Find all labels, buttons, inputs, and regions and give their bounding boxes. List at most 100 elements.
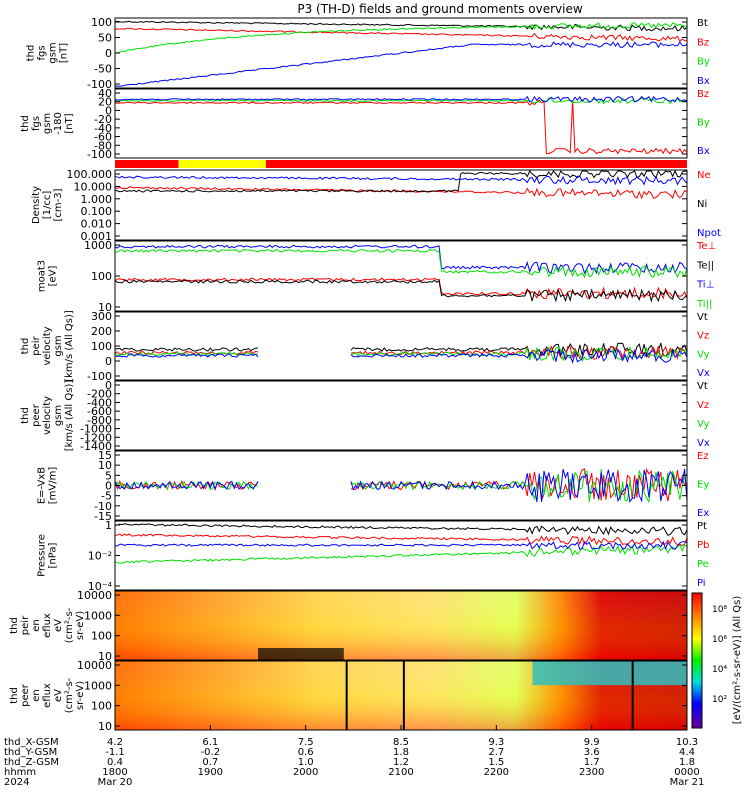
- panel-9: 10000 1000 100 10 thd peir en eflux eV (cm²-s-sr-…: [9, 589, 688, 663]
- legend-te||: Te||: [696, 260, 714, 271]
- ephemeris-value: 1.0: [298, 757, 314, 768]
- trace-vt: [114, 347, 258, 352]
- legend-bz: Bz: [697, 89, 709, 100]
- legend-vt: Vt: [697, 381, 708, 392]
- ephemeris-value: -1.1: [105, 747, 125, 758]
- y-axis-label: sr-eV): [75, 681, 86, 710]
- y-axis-label: fgs: [31, 116, 42, 131]
- y-tick-label: 100: [91, 270, 112, 283]
- colorbar-label: [eV/(cm²-s-sr-eV)] (All Qs): [732, 596, 743, 725]
- y-tick-label: 20: [98, 96, 112, 109]
- y-axis-label: peir: [31, 335, 42, 355]
- y-axis-label: Pressure: [37, 534, 48, 577]
- trace-bx: [114, 95, 688, 103]
- trace-ni: [114, 169, 688, 193]
- y-tick-label: 0.001: [81, 230, 113, 243]
- ephemeris-value: 0000: [674, 767, 699, 778]
- y-tick-label: -20: [94, 113, 112, 126]
- legend-pb: Pb: [697, 540, 709, 551]
- ephemeris-table: thd_X-GSM 4.2 6.1 7.5 8.5 9.3 9.9 10.3 thd_Y-GSM…: [4, 725, 704, 788]
- status-segment-red: [265, 160, 687, 168]
- y-tick-label: -5: [101, 490, 112, 503]
- ephemeris-value: 1.8: [393, 747, 409, 758]
- y-axis-label: thd: [9, 617, 20, 634]
- y-axis-label: sr-eV): [75, 611, 86, 640]
- y-tick-label: 1000: [84, 679, 112, 692]
- year-label: 2024: [4, 777, 29, 788]
- colorbar-tick-label: 10⁴: [712, 665, 727, 675]
- ephemeris-row-label: thd_Z-GSM: [4, 757, 59, 768]
- y-tick-label: -800: [87, 414, 112, 427]
- panel-1: 100 50 0 -50 -100 thd fgs gsm [nT] Bt Bz By Bx: [26, 16, 710, 91]
- panel-frame: [114, 240, 688, 312]
- ephemeris-value: 1900: [198, 767, 223, 778]
- y-axis-label: thd: [9, 687, 20, 704]
- panel-frame: [114, 169, 688, 241]
- y-axis-label: gsm: [48, 42, 59, 63]
- ephemeris-value: 2100: [388, 767, 413, 778]
- ephemeris-value: 1.8: [679, 757, 695, 768]
- y-tick-label: -100: [87, 78, 112, 91]
- ephemeris-value: 1800: [102, 767, 127, 778]
- y-tick-label: 10⁻⁴: [88, 580, 113, 593]
- trace-by: [115, 22, 688, 54]
- y-tick-label: 1000: [84, 239, 112, 252]
- y-tick-label: 40: [98, 87, 112, 100]
- panel-frame: [114, 311, 688, 381]
- date-start-label: Mar 20: [98, 777, 133, 788]
- y-axis-label: thd: [20, 338, 31, 355]
- y-tick-label: 100: [91, 340, 112, 353]
- y-tick-label: -100: [87, 148, 112, 161]
- panel-4: 1000 100 10 moat3 [eV] Te⊥ Te|| Ti⊥ Ti||: [37, 239, 717, 314]
- y-tick-label: -1000: [80, 423, 112, 436]
- y-tick-label: -1400: [80, 440, 112, 453]
- legend-ex: Ex: [697, 508, 709, 519]
- panel-frame: [114, 450, 688, 521]
- y-tick-label: -10: [94, 500, 112, 513]
- ephemeris-value: 2200: [484, 767, 509, 778]
- y-axis-label: [eV]: [48, 266, 59, 287]
- y-axis-label: eV: [53, 689, 64, 702]
- ephemeris-value: 0.7: [202, 757, 218, 768]
- y-tick-label: 10000: [77, 659, 112, 672]
- legend-bx: Bx: [697, 146, 710, 157]
- trace-ti||: [114, 248, 688, 279]
- legend-by: By: [697, 118, 710, 129]
- trace-ne: [114, 186, 688, 200]
- y-axis-label: thd: [20, 407, 31, 424]
- colorbar-tick-label: 10⁶: [712, 635, 727, 645]
- trace-bx: [114, 41, 688, 87]
- trace-ti⊥: [114, 244, 688, 275]
- ephemeris-value: 8.5: [393, 737, 409, 748]
- y-axis-label: [nT]: [59, 43, 70, 63]
- ephemeris-value: 4.4: [679, 747, 695, 758]
- y-tick-label: -60: [94, 131, 112, 144]
- trace-pe: [114, 543, 688, 564]
- ephemeris-row-label: hhmm: [4, 767, 36, 778]
- ephemeris-value: 2.7: [488, 747, 504, 758]
- legend-ni: Ni: [697, 199, 707, 210]
- ephemeris-value: 3.6: [584, 747, 600, 758]
- y-tick-label: 0: [105, 379, 112, 392]
- y-axis-label: eflux: [42, 683, 53, 708]
- trace-vt-seg1: [350, 342, 688, 358]
- date-end-label: Mar 21: [670, 777, 705, 788]
- panel-6: 0-200-400-600-800-1000-1200-1400 thd peer v…: [20, 379, 710, 453]
- legend-vt: Vt: [697, 312, 708, 323]
- y-axis-label: en: [31, 619, 42, 632]
- trace-bz: [114, 27, 688, 43]
- figure-title: P3 (TH-D) fields and ground moments over…: [297, 2, 582, 16]
- status-bar: [115, 160, 687, 168]
- trace-vx-seg1: [350, 347, 688, 364]
- y-tick-label: 10: [98, 720, 112, 733]
- y-tick-label: -1200: [80, 431, 112, 444]
- y-tick-label: 15: [98, 449, 112, 462]
- y-axis-label: velocity: [42, 396, 53, 435]
- ephemeris-value: 0.6: [298, 747, 314, 758]
- spectrogram-cyan-region: [532, 661, 687, 686]
- status-segment-yellow: [178, 160, 266, 168]
- ephemeris-value: 9.9: [584, 737, 600, 748]
- y-axis-label: gsm: [53, 405, 64, 426]
